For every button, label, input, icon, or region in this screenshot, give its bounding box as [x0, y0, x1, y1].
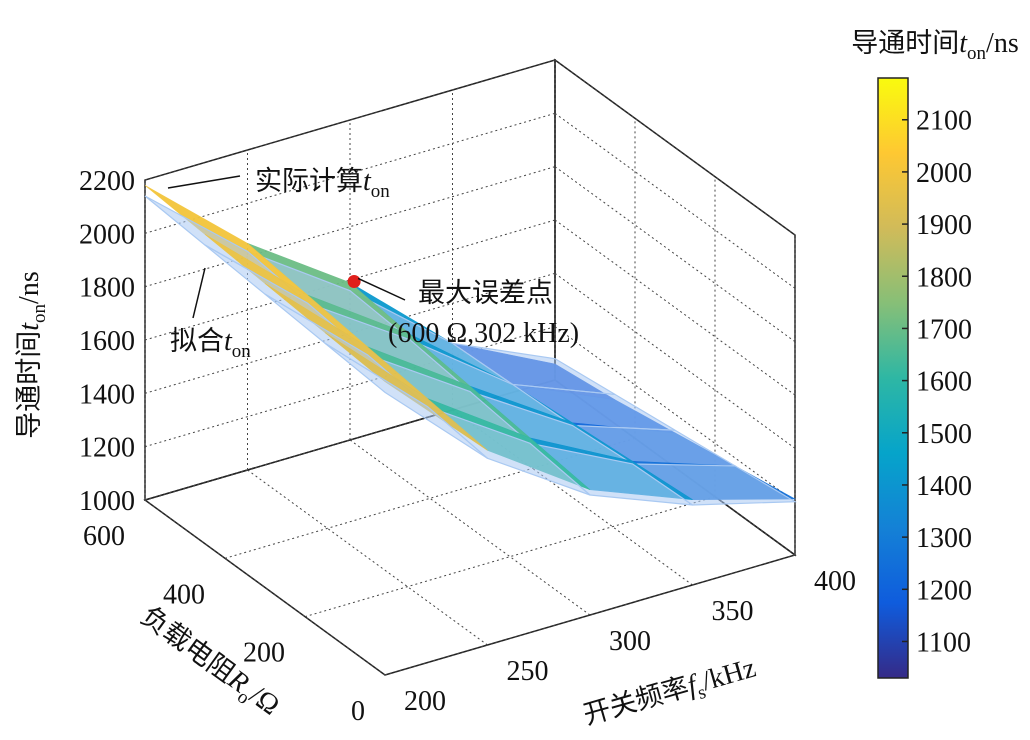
y-tick-label: 400 — [163, 579, 205, 610]
grid-line — [144, 112, 556, 234]
x-tick-label: 200 — [404, 686, 446, 717]
z-tick-label: 1000 — [79, 486, 135, 517]
leader-line — [357, 277, 406, 301]
colorbar-tick-label: 1500 — [916, 419, 972, 450]
grid-line — [144, 219, 556, 341]
grid-line — [247, 469, 488, 646]
z-tick-label: 1400 — [79, 379, 135, 410]
colorbar-title: 导通时间ton/ns — [851, 28, 1018, 64]
grid-line — [144, 272, 556, 394]
leader-line — [167, 175, 241, 189]
colorbar-tick-label: 2100 — [916, 106, 972, 137]
z-tick-label: 1200 — [79, 433, 135, 464]
grid-line — [554, 112, 796, 289]
grid-line — [144, 326, 556, 448]
colorbar-tick-label: 1600 — [916, 367, 972, 398]
colorbar-tick-label: 1900 — [916, 210, 972, 241]
grid-line — [144, 166, 556, 288]
grid-line — [384, 554, 796, 676]
annotation-coords: (600 Ω,302 kHz) — [388, 318, 579, 349]
z-axis-title: 导通时间ton/ns — [14, 271, 50, 438]
x-tick-label: 400 — [814, 566, 856, 597]
grid-line — [554, 219, 796, 396]
colorbar — [877, 77, 909, 679]
annotation-text: 最大误差点 — [418, 278, 553, 309]
x-tick-label: 350 — [712, 596, 754, 627]
series-label: 拟合ton — [170, 326, 251, 362]
colorbar-tick-label: 1800 — [916, 262, 972, 293]
x-tick-label: 300 — [609, 626, 651, 657]
series-label: 实际计算ton — [255, 166, 390, 202]
colorbar-tick-label: 2000 — [916, 158, 972, 189]
y-tick-label: 200 — [243, 638, 285, 669]
x-tick-label: 250 — [507, 656, 549, 687]
z-tick-label: 2000 — [79, 219, 135, 250]
colorbar-tick-label: 1300 — [916, 523, 972, 554]
wireframe-cell — [324, 342, 488, 459]
surface-cell — [324, 332, 488, 451]
leader-line — [192, 267, 206, 319]
colorbar-tick-label: 1100 — [916, 627, 971, 658]
z-tick-label: 1600 — [79, 326, 135, 357]
z-tick-label: 2200 — [79, 166, 135, 197]
colorbar-tick-label: 1200 — [916, 575, 972, 606]
grid-line — [304, 496, 716, 618]
colorbar-tick-label: 1400 — [916, 471, 972, 502]
grid-line — [144, 59, 556, 181]
colorbar-tick-label: 1700 — [916, 314, 972, 345]
y-tick-label: 0 — [351, 696, 365, 727]
annotation-point — [347, 274, 361, 288]
x-axis-title: 开关频率fs/kHz — [580, 652, 761, 736]
y-tick-label: 600 — [83, 521, 125, 552]
z-tick-label: 1800 — [79, 273, 135, 304]
grid-line — [554, 166, 796, 343]
